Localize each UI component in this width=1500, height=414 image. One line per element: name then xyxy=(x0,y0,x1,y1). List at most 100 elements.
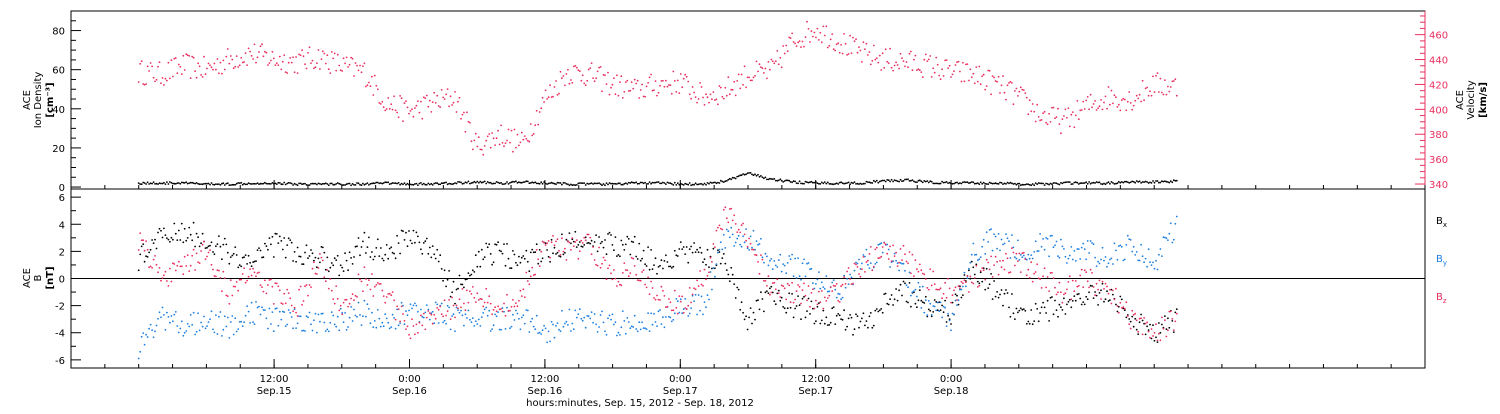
density-point xyxy=(1018,182,1021,185)
density-point xyxy=(1064,181,1067,184)
bz-point xyxy=(201,243,204,246)
bz-point xyxy=(638,279,641,282)
velocity-point xyxy=(892,69,894,72)
by-point xyxy=(945,325,948,327)
bz-point xyxy=(611,278,614,281)
velocity-point xyxy=(936,63,939,66)
density-point xyxy=(172,182,174,185)
bx-point xyxy=(902,280,905,283)
velocity-point xyxy=(158,61,161,64)
bz-point xyxy=(451,296,453,299)
bz-point xyxy=(709,256,712,259)
density-point xyxy=(561,183,563,186)
bx-point xyxy=(1002,304,1004,307)
velocity-point xyxy=(938,74,941,77)
bz-point xyxy=(553,244,556,247)
density-point xyxy=(861,183,863,186)
by-point xyxy=(789,258,792,261)
velocity-point xyxy=(681,86,684,89)
bx-point xyxy=(1094,291,1096,293)
velocity-point xyxy=(624,81,627,83)
bz-point xyxy=(1063,293,1065,296)
bx-point xyxy=(734,297,737,299)
density-point xyxy=(424,183,427,186)
by-point xyxy=(544,327,547,330)
density-point xyxy=(298,182,300,185)
bz-point xyxy=(414,333,416,336)
bz-point xyxy=(1060,291,1062,294)
velocity-point xyxy=(535,109,538,112)
bx-point xyxy=(460,283,462,286)
bx-point xyxy=(1153,339,1156,342)
velocity-point xyxy=(185,53,188,56)
bz-point xyxy=(886,252,889,255)
density-point xyxy=(428,183,431,186)
density-point xyxy=(862,182,865,185)
velocity-point xyxy=(479,148,482,151)
bx-point xyxy=(939,309,942,311)
bz-point xyxy=(268,279,271,281)
by-point xyxy=(296,322,299,325)
velocity-point xyxy=(828,44,831,47)
bx-point xyxy=(714,267,716,270)
density-point xyxy=(422,182,425,185)
velocity-point xyxy=(714,99,716,101)
velocity-point xyxy=(895,61,897,64)
bx-point xyxy=(180,222,183,225)
by-point xyxy=(177,331,180,334)
velocity-point xyxy=(647,82,649,84)
bx-point xyxy=(973,273,976,276)
bz-point xyxy=(409,337,412,340)
bx-point xyxy=(742,311,744,314)
density-point xyxy=(240,181,243,184)
bx-point xyxy=(1141,319,1144,322)
velocity-point xyxy=(941,68,943,71)
bx-point xyxy=(820,319,823,322)
bz-point xyxy=(1068,275,1071,278)
bz-point xyxy=(265,292,268,295)
velocity-point xyxy=(402,120,404,122)
bx-point xyxy=(869,312,872,314)
density-point xyxy=(278,182,281,184)
bx-point xyxy=(321,246,324,249)
by-point xyxy=(523,322,526,325)
bx-point xyxy=(528,270,531,273)
velocity-point xyxy=(999,92,1001,94)
by-point xyxy=(927,300,930,302)
by-point xyxy=(267,327,269,330)
density-point xyxy=(1140,182,1142,184)
bx-point xyxy=(323,251,326,254)
density-point xyxy=(901,180,903,183)
bx-point xyxy=(379,247,382,249)
x-tick-label-date: Sep.16 xyxy=(392,386,427,397)
density-point xyxy=(773,178,776,180)
density-point xyxy=(1054,182,1056,184)
velocity-point xyxy=(142,83,145,85)
density-point xyxy=(1066,181,1068,184)
bx-point xyxy=(538,249,541,251)
by-point xyxy=(635,328,638,330)
velocity-point xyxy=(1028,99,1031,102)
bx-point xyxy=(369,256,372,258)
velocity-point xyxy=(1138,93,1141,96)
velocity-point xyxy=(1110,89,1113,92)
bz-point xyxy=(338,309,341,312)
bz-point xyxy=(198,262,201,264)
velocity-point xyxy=(1174,78,1177,81)
by-point xyxy=(907,286,909,289)
bz-point xyxy=(659,299,661,301)
density-point xyxy=(887,179,890,182)
density-point xyxy=(151,182,154,185)
bz-point xyxy=(485,287,488,290)
density-point xyxy=(543,181,545,183)
by-point xyxy=(1143,261,1145,264)
density-point xyxy=(280,183,283,186)
velocity-point xyxy=(1042,112,1044,115)
velocity-point xyxy=(636,79,639,82)
velocity-point xyxy=(678,92,681,94)
bx-point xyxy=(522,255,525,257)
by-point xyxy=(642,327,645,329)
density-point xyxy=(630,181,633,184)
